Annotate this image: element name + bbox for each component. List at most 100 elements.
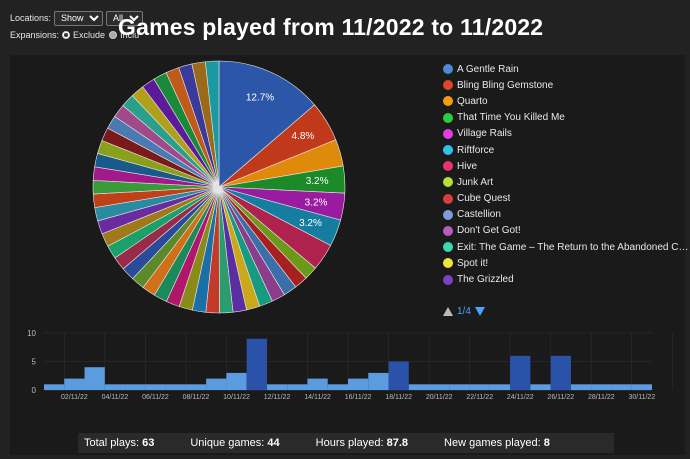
- bar[interactable]: [307, 378, 328, 390]
- locations-select[interactable]: Show: [54, 10, 104, 26]
- legend-swatch: [443, 193, 453, 204]
- pie-data-label: 3.2%: [306, 176, 329, 187]
- locations-row: Locations: Show All: [10, 10, 146, 26]
- x-tick-label: 16/11/22: [345, 394, 372, 401]
- legend-swatch: [443, 258, 453, 269]
- legend-item[interactable]: The Grizzled: [443, 271, 689, 287]
- x-tick-label: 08/11/22: [183, 394, 210, 401]
- legend-item[interactable]: Quarto: [443, 93, 689, 109]
- legend-label: Exit: The Game – The Return to the Aband…: [457, 241, 689, 253]
- bar[interactable]: [64, 378, 85, 390]
- pie-data-label: 3.2%: [305, 197, 328, 208]
- bar[interactable]: [611, 384, 632, 390]
- legend-item[interactable]: A Gentle Rain: [443, 61, 689, 77]
- legend-item[interactable]: Exit: The Game – The Return to the Aband…: [443, 239, 689, 255]
- legend-label: Village Rails: [457, 128, 512, 140]
- legend-swatch: [443, 64, 453, 75]
- legend-item[interactable]: Hive: [443, 158, 689, 174]
- exclude-label: Exclude: [73, 30, 106, 40]
- legend-next-icon[interactable]: [474, 307, 485, 316]
- bar[interactable]: [408, 384, 430, 390]
- legend-label: A Gentle Rain: [457, 63, 519, 75]
- x-tick-label: 20/11/22: [426, 394, 453, 401]
- bar[interactable]: [489, 384, 511, 390]
- bar[interactable]: [125, 384, 146, 390]
- exclude-radio-option[interactable]: Exclude: [62, 30, 105, 40]
- bar[interactable]: [469, 384, 490, 390]
- stat-hours-played: Hours played: 87.8: [315, 437, 409, 449]
- legend-item[interactable]: Spot it!: [443, 255, 689, 271]
- legend-label: Bling Bling Gemstone: [457, 79, 554, 91]
- legend-item[interactable]: Riftforce: [443, 142, 689, 158]
- stats-bar: Total plays: 63 Unique games: 44 Hours p…: [78, 433, 614, 453]
- expansions-label: Expansions:: [10, 30, 60, 40]
- legend-swatch: [443, 177, 453, 188]
- expansions-row: Expansions: Exclude Inclu: [10, 27, 146, 43]
- pie-data-label: 12.7%: [246, 93, 274, 104]
- legend-label: Riftforce: [457, 144, 495, 156]
- legend-item[interactable]: Junk Art: [443, 174, 689, 190]
- legend-prev-icon[interactable]: [443, 307, 453, 316]
- bar[interactable]: [530, 384, 551, 390]
- bar[interactable]: [327, 384, 348, 390]
- legend-swatch: [443, 225, 453, 236]
- y-tick-label: 10: [27, 329, 36, 338]
- x-tick-label: 22/11/22: [466, 394, 493, 401]
- legend-label: Castellion: [457, 209, 501, 221]
- include-label: Inclu: [120, 30, 140, 40]
- x-tick-label: 04/11/22: [102, 394, 129, 401]
- bar[interactable]: [570, 384, 592, 390]
- bar[interactable]: [591, 384, 612, 390]
- bar[interactable]: [287, 384, 308, 390]
- bar[interactable]: [84, 367, 105, 390]
- pie-slice[interactable]: [205, 60, 220, 188]
- bar[interactable]: [185, 384, 207, 390]
- bar[interactable]: [631, 384, 652, 390]
- include-radio-option[interactable]: Inclu: [109, 30, 139, 40]
- pie-legend: A Gentle Rain Bling Bling Gemstone Quarto T…: [443, 61, 689, 288]
- include-radio[interactable]: [109, 31, 118, 39]
- bar[interactable]: [429, 384, 450, 390]
- bar[interactable]: [388, 361, 409, 391]
- page-title: Games played from 11/2022 to 11/2022: [118, 14, 544, 40]
- legend-label: That Time You Killed Me: [457, 112, 565, 124]
- bar[interactable]: [226, 372, 247, 390]
- bar[interactable]: [165, 384, 186, 390]
- legend-item[interactable]: That Time You Killed Me: [443, 110, 689, 126]
- legend-item[interactable]: Castellion: [443, 207, 689, 223]
- legend-swatch: [443, 274, 453, 285]
- bar[interactable]: [510, 355, 531, 390]
- bar[interactable]: [44, 384, 65, 390]
- legend-item[interactable]: Cube Quest: [443, 191, 689, 207]
- bar[interactable]: [449, 384, 470, 390]
- legend-swatch: [443, 145, 453, 156]
- legend-item[interactable]: Village Rails: [443, 126, 689, 142]
- locations-label: Locations:: [10, 13, 52, 23]
- exclude-radio[interactable]: [62, 31, 71, 39]
- x-tick-label: 28/11/22: [588, 394, 615, 401]
- bar[interactable]: [266, 384, 288, 390]
- stat-new-games: New games played: 8: [444, 437, 550, 449]
- locations-filter-select[interactable]: All: [106, 10, 144, 26]
- y-tick-label: 0: [32, 386, 37, 395]
- x-tick-label: 14/11/22: [304, 394, 331, 401]
- x-tick-label: 12/11/22: [264, 394, 291, 401]
- legend-item[interactable]: Bling Bling Gemstone: [443, 77, 689, 93]
- bar[interactable]: [550, 355, 571, 390]
- bar[interactable]: [348, 378, 369, 390]
- bar[interactable]: [206, 378, 227, 390]
- bar[interactable]: [145, 384, 166, 390]
- y-tick-label: 5: [32, 358, 37, 367]
- stat-unique-games: Unique games: 44: [190, 437, 280, 449]
- bar[interactable]: [246, 338, 267, 390]
- legend-swatch: [443, 209, 453, 220]
- bar[interactable]: [104, 384, 126, 390]
- bar[interactable]: [368, 372, 389, 390]
- daily-bar-chart: 0 5 10 02/11/22 04/11/22 06/11/22 08/11/22 10/1…: [27, 329, 673, 401]
- stat-total-plays: Total plays: 63: [84, 437, 155, 449]
- pie-slice[interactable]: [218, 60, 315, 188]
- legend-item[interactable]: Don't Get Got!: [443, 223, 689, 239]
- legend-label: The Grizzled: [457, 274, 514, 286]
- legend-label: Spot it!: [457, 257, 489, 269]
- legend-swatch: [443, 80, 453, 91]
